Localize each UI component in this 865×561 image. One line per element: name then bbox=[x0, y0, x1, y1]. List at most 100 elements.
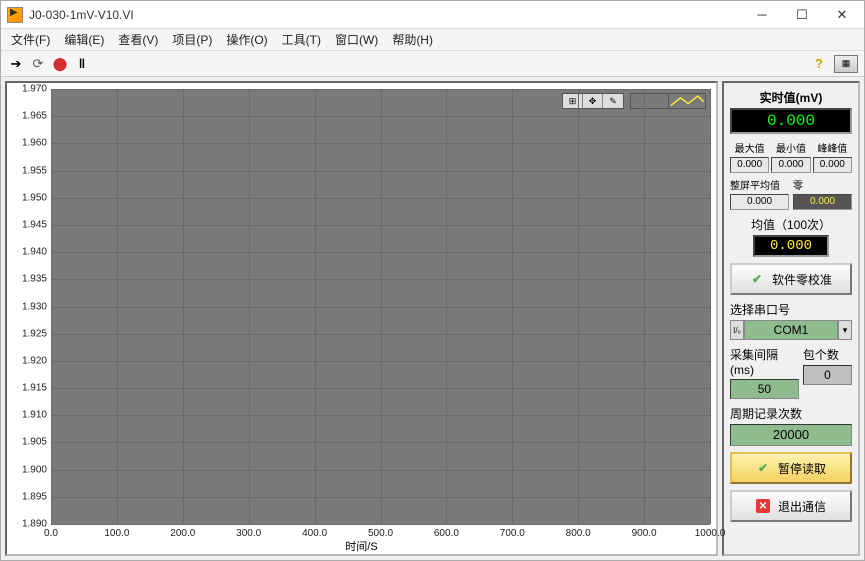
menubar: 文件(F) 编辑(E) 查看(V) 项目(P) 操作(O) 工具(T) 窗口(W… bbox=[1, 29, 864, 51]
y-tick: 1.940 bbox=[22, 247, 47, 258]
window-title: J0-030-1mV-V10.VI bbox=[29, 8, 742, 22]
y-tick: 1.960 bbox=[22, 138, 47, 149]
x-tick: 800.0 bbox=[566, 528, 591, 539]
mean-title: 均值（100次） bbox=[730, 216, 852, 233]
realtime-value: 0.000 bbox=[730, 108, 852, 134]
serial-dropdown[interactable]: I/₀ COM1 ▾ bbox=[730, 320, 852, 340]
labview-badge-icon[interactable]: ▦ bbox=[834, 55, 858, 73]
gridline-v bbox=[578, 89, 579, 524]
y-tick: 1.970 bbox=[22, 84, 47, 95]
max-label: 最大值 bbox=[730, 140, 769, 155]
pause-read-button[interactable]: ✔ 暂停读取 bbox=[730, 452, 852, 484]
zero-cal-label: 软件零校准 bbox=[772, 271, 832, 288]
serial-label: 选择串口号 bbox=[730, 301, 852, 318]
menu-edit[interactable]: 编辑(E) bbox=[58, 29, 110, 50]
app-icon bbox=[7, 7, 23, 23]
x-axis-label: 时间/S bbox=[345, 538, 377, 554]
zoom-tool-icon[interactable]: ⊞ bbox=[563, 94, 583, 108]
close-button[interactable]: ✕ bbox=[822, 2, 862, 28]
gridline-v bbox=[249, 89, 250, 524]
run-continuous-icon[interactable]: ⟳ bbox=[29, 55, 47, 73]
screen-avg-label: 整屏平均值 bbox=[730, 177, 789, 192]
zero-value: 0.000 bbox=[793, 194, 852, 210]
max-value: 0.000 bbox=[730, 157, 769, 173]
check-icon: ✔ bbox=[750, 272, 764, 286]
side-panel: 实时值(mV) 0.000 最大值 0.000 最小值 0.000 峰峰值 0.… bbox=[722, 81, 860, 556]
record-section: 周期记录次数 20000 bbox=[730, 405, 852, 446]
y-tick: 1.925 bbox=[22, 328, 47, 339]
min-value: 0.000 bbox=[771, 157, 810, 173]
menu-file[interactable]: 文件(F) bbox=[5, 29, 56, 50]
gridline-v bbox=[644, 89, 645, 524]
gridline-v bbox=[710, 89, 711, 524]
exit-comm-label: 退出通信 bbox=[778, 498, 826, 515]
interval-label: 采集间隔(ms) bbox=[730, 346, 799, 377]
x-axis: 0.0100.0200.0300.0400.0500.0600.0700.080… bbox=[51, 528, 710, 542]
x-tick: 100.0 bbox=[104, 528, 129, 539]
min-label: 最小值 bbox=[771, 140, 810, 155]
sampling-section: 采集间隔(ms) 50 包个数 0 bbox=[730, 346, 852, 399]
serial-value: COM1 bbox=[744, 320, 838, 340]
interval-input[interactable]: 50 bbox=[730, 379, 799, 399]
x-tick: 700.0 bbox=[500, 528, 525, 539]
y-tick: 1.920 bbox=[22, 355, 47, 366]
x-tick: 400.0 bbox=[302, 528, 327, 539]
pp-value: 0.000 bbox=[813, 157, 852, 173]
cursor-tool-icon[interactable]: ✎ bbox=[603, 94, 623, 108]
pause-read-label: 暂停读取 bbox=[778, 460, 826, 477]
gridline-h bbox=[51, 524, 710, 525]
packet-value: 0 bbox=[803, 365, 852, 385]
y-axis: 1.9701.9651.9601.9551.9501.9451.9401.935… bbox=[11, 89, 49, 524]
abort-icon[interactable]: ⬤ bbox=[51, 55, 69, 73]
legend[interactable] bbox=[630, 93, 706, 109]
legend-slot-empty bbox=[631, 94, 669, 108]
check-icon: ✔ bbox=[756, 461, 770, 475]
menu-window[interactable]: 窗口(W) bbox=[329, 29, 384, 50]
gridline-v bbox=[446, 89, 447, 524]
gridline-v bbox=[117, 89, 118, 524]
serial-section: 选择串口号 I/₀ COM1 ▾ bbox=[730, 301, 852, 340]
y-tick: 1.935 bbox=[22, 274, 47, 285]
legend-trace-icon bbox=[669, 94, 706, 108]
x-tick: 200.0 bbox=[170, 528, 195, 539]
zero-calibration-button[interactable]: ✔ 软件零校准 bbox=[730, 263, 852, 295]
x-tick: 900.0 bbox=[632, 528, 657, 539]
realtime-title: 实时值(mV) bbox=[730, 89, 852, 106]
mean-section: 均值（100次） 0.000 bbox=[730, 216, 852, 257]
titlebar: J0-030-1mV-V10.VI ─ ☐ ✕ bbox=[1, 1, 864, 29]
menu-project[interactable]: 项目(P) bbox=[166, 29, 218, 50]
plot-area[interactable]: ⊞ ✥ ✎ bbox=[51, 89, 710, 524]
y-tick: 1.905 bbox=[22, 437, 47, 448]
pp-label: 峰峰值 bbox=[813, 140, 852, 155]
y-tick: 1.895 bbox=[22, 491, 47, 502]
pan-tool-icon[interactable]: ✥ bbox=[583, 94, 603, 108]
exit-comm-button[interactable]: ✕ 退出通信 bbox=[730, 490, 852, 522]
y-tick: 1.910 bbox=[22, 410, 47, 421]
chart-panel: 1.9701.9651.9601.9551.9501.9451.9401.935… bbox=[5, 81, 718, 556]
menu-help[interactable]: 帮助(H) bbox=[386, 29, 439, 50]
x-icon: ✕ bbox=[756, 499, 770, 513]
x-tick: 600.0 bbox=[434, 528, 459, 539]
y-tick: 1.915 bbox=[22, 383, 47, 394]
menu-operate[interactable]: 操作(O) bbox=[220, 29, 273, 50]
help-icon[interactable]: ? bbox=[810, 55, 828, 73]
gridline-v bbox=[381, 89, 382, 524]
x-tick: 300.0 bbox=[236, 528, 261, 539]
gridline-v bbox=[315, 89, 316, 524]
record-input[interactable]: 20000 bbox=[730, 424, 852, 446]
mean-value: 0.000 bbox=[753, 235, 829, 257]
app-window: J0-030-1mV-V10.VI ─ ☐ ✕ 文件(F) 编辑(E) 查看(V… bbox=[0, 0, 865, 561]
run-arrow-icon[interactable]: ➔ bbox=[7, 55, 25, 73]
maximize-button[interactable]: ☐ bbox=[782, 2, 822, 28]
zero-label: 零 bbox=[793, 177, 852, 192]
y-tick: 1.900 bbox=[22, 464, 47, 475]
pause-icon[interactable]: ‖ bbox=[73, 55, 91, 73]
menu-view[interactable]: 查看(V) bbox=[112, 29, 164, 50]
menu-tool[interactable]: 工具(T) bbox=[276, 29, 327, 50]
gridline-v bbox=[51, 89, 52, 524]
minimize-button[interactable]: ─ bbox=[742, 2, 782, 28]
chevron-down-icon[interactable]: ▾ bbox=[838, 320, 852, 340]
y-tick: 1.955 bbox=[22, 165, 47, 176]
stats-section: 最大值 0.000 最小值 0.000 峰峰值 0.000 整屏平均值 0.00… bbox=[730, 140, 852, 210]
record-label: 周期记录次数 bbox=[730, 405, 852, 422]
